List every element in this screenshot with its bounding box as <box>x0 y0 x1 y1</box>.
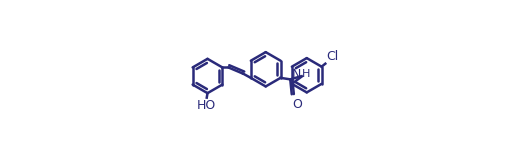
Text: HO: HO <box>197 99 217 112</box>
Text: O: O <box>292 98 303 111</box>
Text: N: N <box>291 68 301 81</box>
Text: H: H <box>302 69 310 79</box>
Text: Cl: Cl <box>326 50 338 63</box>
